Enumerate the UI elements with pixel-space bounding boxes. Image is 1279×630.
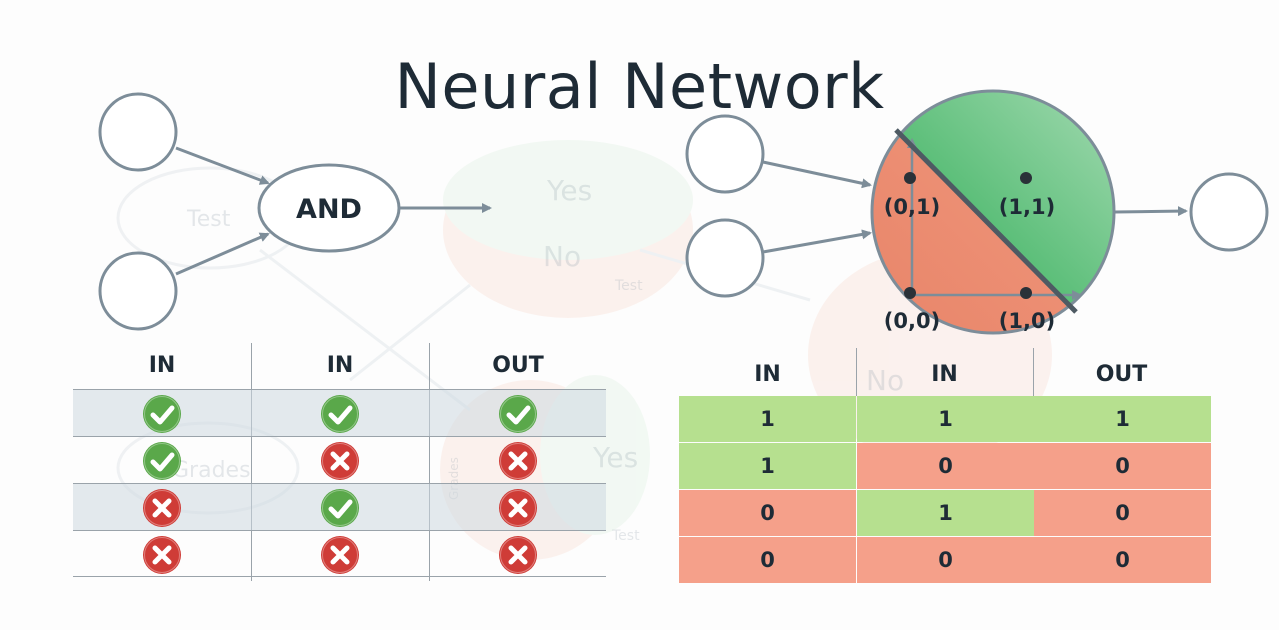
faded-word: No: [866, 364, 904, 397]
table-row: [73, 389, 606, 436]
and-perceptron: [98, 92, 401, 331]
table-divider: [429, 343, 430, 581]
point-0-1: [904, 172, 916, 184]
table-cell: 1: [1034, 396, 1211, 442]
table-cell: 1: [857, 396, 1034, 442]
cross-icon: [499, 535, 537, 574]
faded-word: Yes: [546, 174, 592, 207]
table-header: IN: [326, 353, 354, 378]
table-cell: [429, 390, 607, 437]
table-cell: 0: [679, 537, 856, 583]
faded-word: No: [543, 240, 581, 273]
check-icon: [143, 394, 181, 433]
table-cell: 0: [1034, 490, 1211, 536]
check-icon: [321, 394, 359, 433]
table-cell: 0: [1034, 443, 1211, 489]
table-cell: [73, 437, 251, 484]
edge-plot-output: [1114, 206, 1188, 217]
table-header: IN: [931, 362, 958, 387]
table-header: IN: [754, 362, 781, 387]
point-label: (1,1): [999, 195, 1055, 219]
faded-word: Test: [611, 528, 640, 544]
cross-icon: [499, 488, 537, 527]
edge-plot-top: [762, 160, 872, 189]
edge-top-to-and: [175, 146, 270, 185]
edge-bottom-to-and: [175, 232, 270, 276]
decision-boundary: [894, 128, 1078, 314]
cross-icon: [143, 488, 181, 527]
table-cell: [251, 531, 429, 578]
table-cell: 1: [679, 443, 856, 489]
table-cell: 0: [679, 490, 856, 536]
faded-background-words: Test Yes No Test Grades Yes No Test Grad…: [172, 174, 904, 544]
table-cell: [73, 484, 251, 531]
table-cell: [251, 390, 429, 437]
point-0-0: [904, 287, 916, 299]
page-title: Neural Network: [394, 50, 885, 123]
plot-input-node-top: [685, 114, 765, 194]
region-positive: [896, 91, 1114, 312]
point-label: (0,0): [884, 309, 940, 333]
table-header: IN: [148, 353, 176, 378]
faded-word: Grades: [172, 458, 251, 483]
plot-output-node: [1189, 172, 1269, 252]
cross-icon: [321, 535, 359, 574]
edge-plot-bottom: [762, 229, 872, 254]
plot-arrows: [762, 160, 1188, 254]
check-icon: [143, 441, 181, 480]
table-divider: [1033, 348, 1034, 396]
table-cell: [73, 531, 251, 578]
table-cell: [429, 437, 607, 484]
table-cell: [251, 437, 429, 484]
table-divider: [856, 348, 857, 396]
check-icon: [499, 394, 537, 433]
table-cell: 1: [857, 490, 1034, 536]
and-node-label: AND: [296, 194, 362, 225]
point-1-0: [1020, 287, 1032, 299]
input-node-top: [98, 92, 178, 172]
table-divider: [251, 343, 252, 581]
table-header: OUT: [492, 353, 544, 378]
cross-icon: [143, 535, 181, 574]
table-cell: 0: [1034, 537, 1211, 583]
and-truth-table: IN IN OUT: [73, 343, 606, 583]
table-cell: [429, 531, 607, 578]
and-arrows: [175, 146, 492, 276]
faded-word: Test: [186, 207, 231, 232]
table-cell: [73, 390, 251, 437]
cross-icon: [321, 441, 359, 480]
table-cell: [251, 484, 429, 531]
table-row: [73, 530, 606, 577]
faded-word: Test: [614, 278, 643, 294]
point-1-1: [1020, 172, 1032, 184]
plot-perceptron: [685, 114, 1269, 298]
check-icon: [321, 488, 359, 527]
table-cell: 0: [857, 443, 1034, 489]
table-row: [73, 436, 606, 483]
table-cell: 1: [679, 396, 856, 442]
table-cell: 0: [857, 537, 1034, 583]
and-node: [257, 163, 401, 253]
plot-input-node-bottom: [685, 218, 765, 298]
table-cell: [429, 484, 607, 531]
faded-word: Yes: [592, 441, 638, 474]
cross-icon: [499, 441, 537, 480]
table-header: OUT: [1095, 362, 1148, 387]
decision-plot: (0,1) (1,1) (0,0) (1,0): [870, 89, 1116, 335]
input-node-bottom: [98, 251, 178, 331]
point-label: (1,0): [999, 309, 1055, 333]
table-row: [73, 483, 606, 530]
point-label: (0,1): [884, 195, 940, 219]
